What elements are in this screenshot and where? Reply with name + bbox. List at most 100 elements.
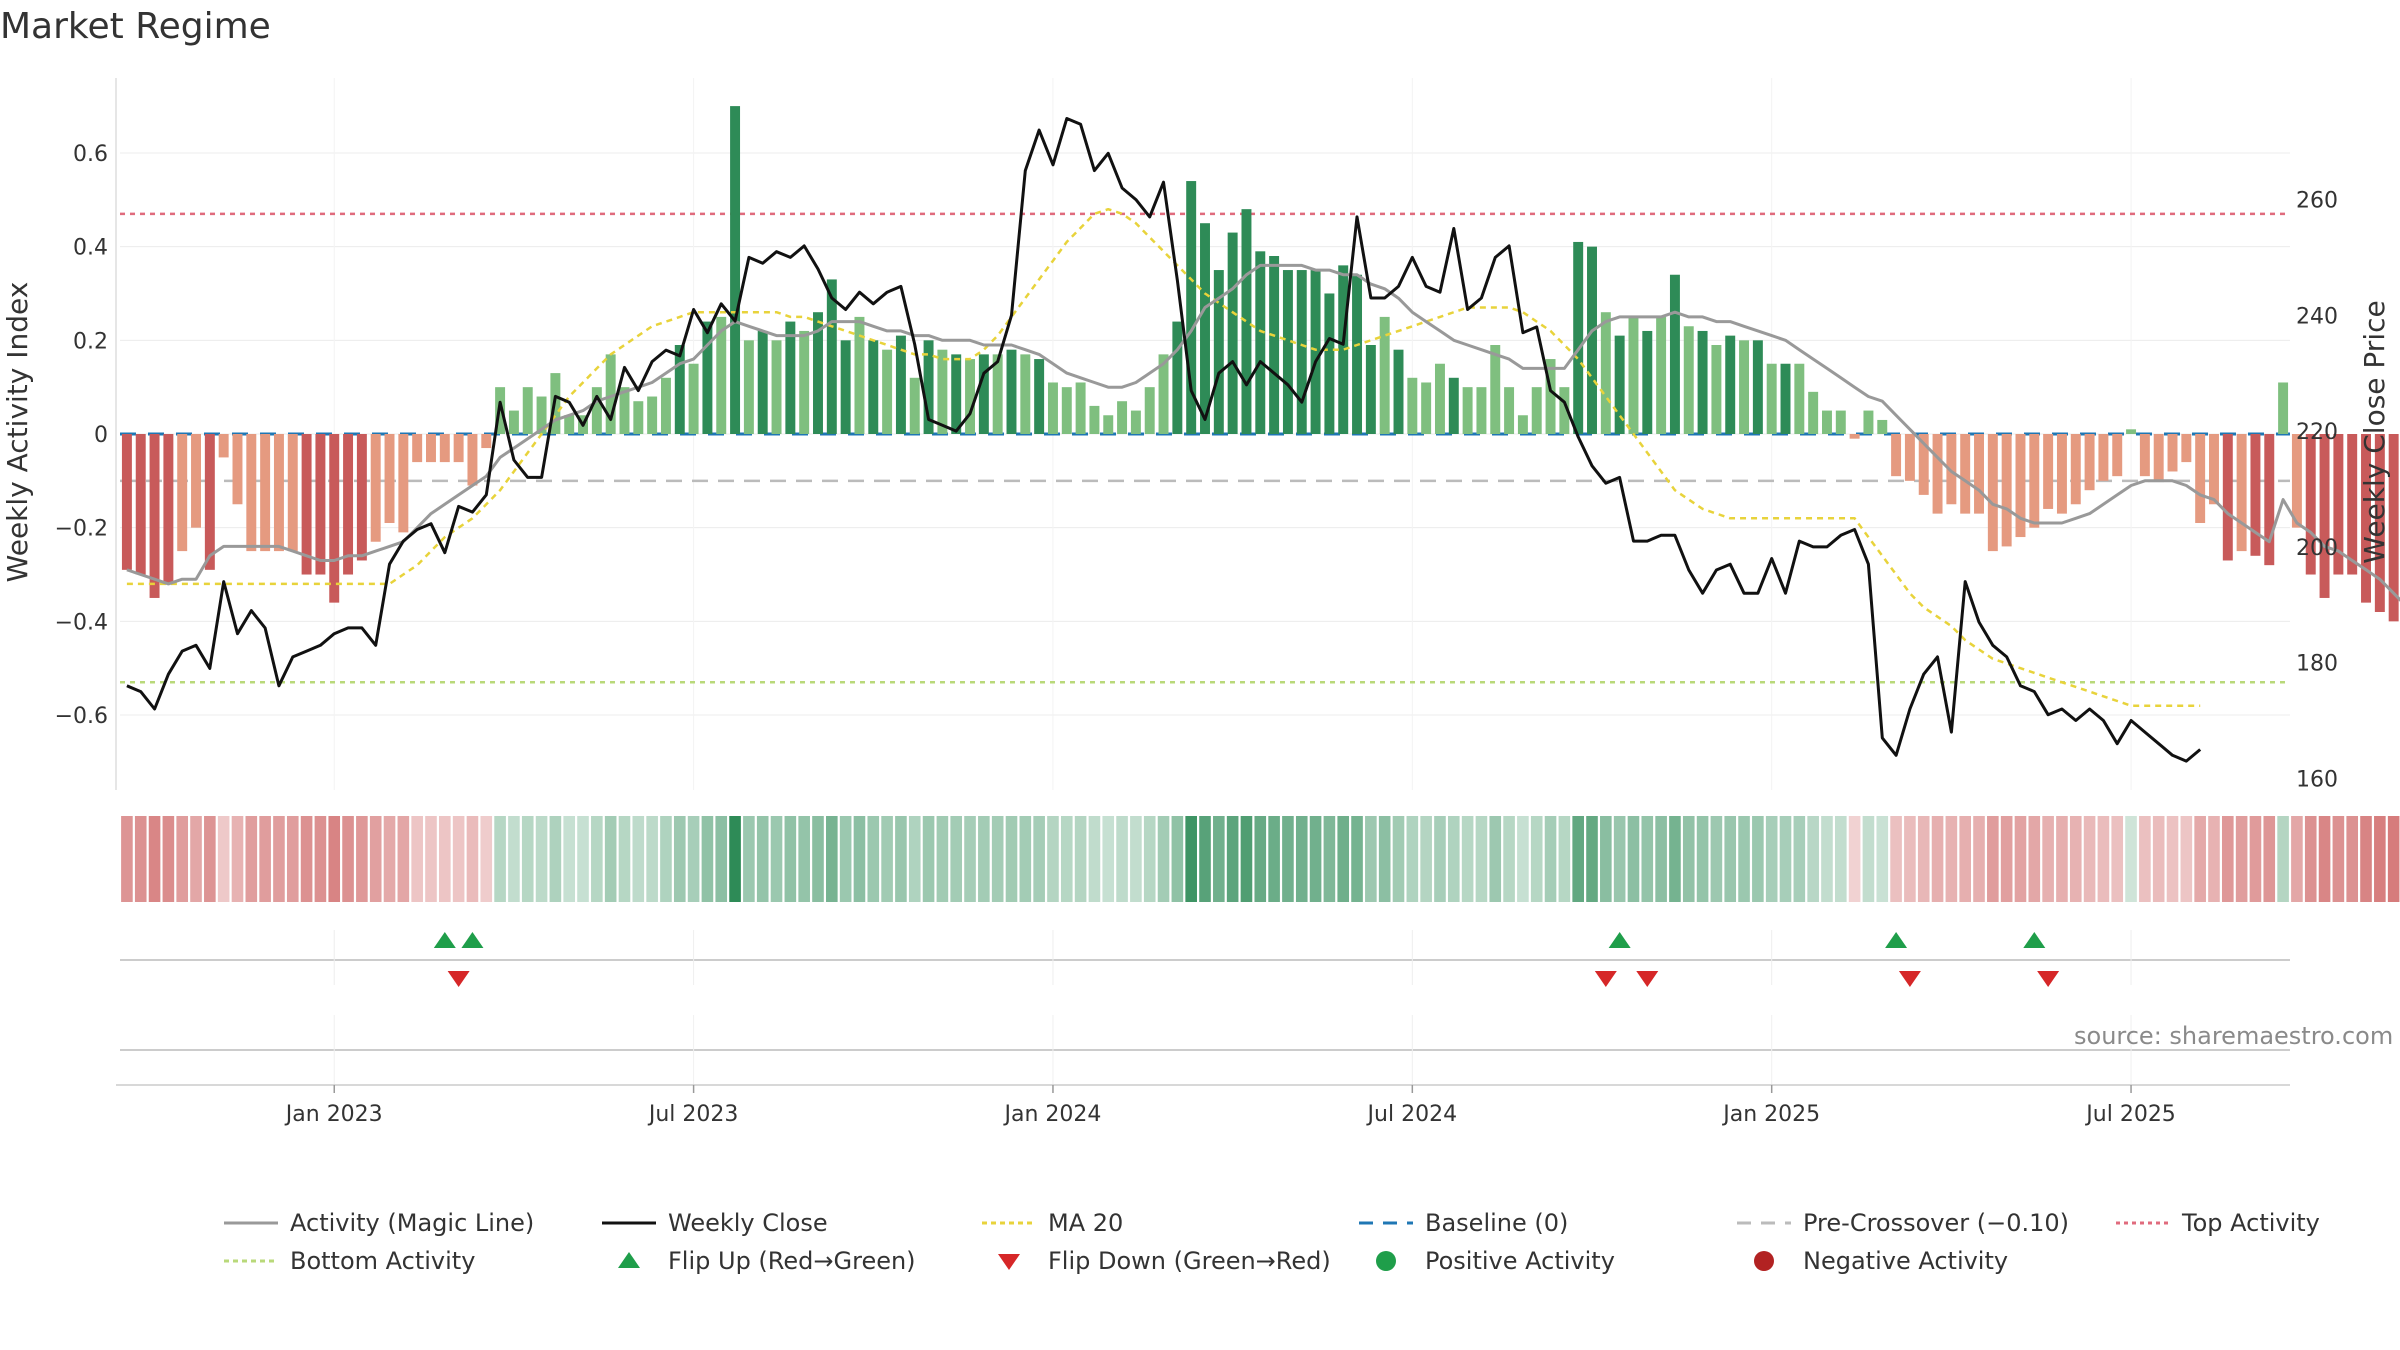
heat-cell — [1710, 816, 1723, 902]
legend-item-flip-down: Flip Down (Green→Red) — [978, 1243, 1331, 1279]
legend-label: Positive Activity — [1425, 1247, 1615, 1275]
activity-bar — [218, 434, 229, 458]
heat-cell — [1530, 816, 1543, 902]
heat-cell — [1254, 816, 1267, 902]
activity-bar — [840, 340, 851, 434]
activity-bar — [1918, 434, 1929, 495]
activity-bar — [2374, 434, 2385, 612]
activity-bar — [1365, 345, 1376, 434]
activity-bar — [591, 387, 602, 434]
heat-cell — [1157, 816, 1170, 902]
heat-cell — [121, 816, 133, 902]
activity-bar — [2015, 434, 2026, 538]
heat-cell — [397, 816, 410, 902]
heat-cell — [286, 816, 299, 902]
heat-cell — [1282, 816, 1294, 902]
heat-cell — [383, 816, 396, 902]
heat-cell — [162, 816, 175, 902]
heat-cell — [2374, 816, 2386, 902]
heat-cell — [1959, 816, 1971, 902]
heat-cell — [1890, 816, 1902, 902]
activity-bar — [633, 401, 644, 434]
heat-cell — [1268, 816, 1280, 902]
flip-down-marker — [1898, 971, 1921, 987]
legend-label: Top Activity — [2182, 1209, 2320, 1237]
heat-strip — [121, 816, 2400, 902]
heat-cell — [1406, 816, 1419, 902]
activity-bar — [1974, 434, 1984, 514]
flip-down-marker — [2037, 971, 2060, 987]
heat-cell — [2111, 816, 2124, 902]
activity-bar — [370, 434, 381, 542]
chart-title: Market Regime — [0, 6, 271, 47]
activity-bar — [1835, 410, 1846, 434]
heat-cell — [1019, 816, 1032, 902]
activity-bar — [2278, 382, 2289, 434]
heat-cell — [1295, 816, 1308, 902]
activity-bar — [1186, 181, 1197, 434]
activity-bar — [1269, 256, 1280, 434]
legend-label: Baseline (0) — [1425, 1209, 1569, 1237]
heat-cell — [1807, 816, 1819, 902]
legend-label: MA 20 — [1048, 1209, 1124, 1237]
activity-bar — [522, 387, 533, 434]
heat-cell — [1669, 816, 1681, 902]
activity-bar — [2098, 434, 2109, 481]
heat-cell — [245, 816, 258, 902]
legend-item-top: Top Activity — [2112, 1205, 2320, 1241]
heat-cell — [604, 816, 617, 902]
activity-bar — [1808, 391, 1819, 434]
legend-item-baseline: Baseline (0) — [1355, 1205, 1568, 1241]
y2-tick-label: 160 — [2296, 767, 2338, 792]
heat-cell — [1351, 816, 1363, 902]
activity-bar — [1904, 434, 1915, 481]
activity-bar — [1213, 270, 1224, 434]
activity-bar — [1144, 387, 1155, 434]
activity-bar — [1573, 241, 1584, 434]
activity-bar — [1545, 359, 1556, 434]
heat-cell — [1931, 816, 1944, 902]
heat-cell — [2332, 816, 2345, 902]
activity-bar — [730, 106, 741, 435]
heat-cell — [1060, 816, 1073, 902]
legend-label: Flip Up (Red→Green) — [668, 1247, 916, 1275]
y-tick-label: 0.6 — [73, 142, 108, 167]
heat-cell — [1337, 816, 1350, 902]
heat-cell — [1682, 816, 1695, 902]
heat-cell — [2042, 816, 2054, 902]
flip-up-marker — [433, 932, 456, 948]
legend-item-magic: Activity (Magic Line) — [220, 1205, 534, 1241]
activity-bar — [412, 434, 423, 463]
legend-line-swatch — [224, 1221, 278, 1225]
activity-bar — [757, 330, 768, 434]
legend-item-positive: Positive Activity — [1355, 1243, 1615, 1279]
heat-cell — [1834, 816, 1847, 902]
heat-cell — [231, 816, 244, 902]
heat-cell — [2000, 816, 2013, 902]
activity-bar — [909, 377, 920, 434]
legend-item-negative: Negative Activity — [1733, 1243, 2008, 1279]
heat-cell — [2291, 816, 2303, 902]
activity-bar — [2209, 434, 2219, 505]
heat-cell — [1613, 816, 1626, 902]
heat-cell — [508, 816, 520, 902]
activity-bar — [536, 396, 547, 434]
activity-bar — [246, 434, 257, 552]
activity-bar — [951, 354, 962, 434]
heat-cell — [1945, 816, 1958, 902]
activity-bar — [260, 434, 271, 552]
heat-cell — [1434, 816, 1446, 902]
activity-bar — [1158, 354, 1169, 434]
heat-cell — [328, 816, 341, 902]
activity-bar — [121, 434, 132, 570]
heat-cell — [1544, 816, 1557, 902]
activity-bar — [398, 434, 409, 533]
activity-bar — [1421, 382, 1432, 434]
activity-bar — [343, 434, 354, 575]
legend: Activity (Magic Line) Weekly Close MA 20… — [0, 1205, 2400, 1295]
flip-up-marker — [1608, 932, 1631, 948]
activity-bar — [2347, 434, 2358, 575]
series-lines — [126, 117, 2400, 763]
heat-cell — [314, 816, 327, 902]
